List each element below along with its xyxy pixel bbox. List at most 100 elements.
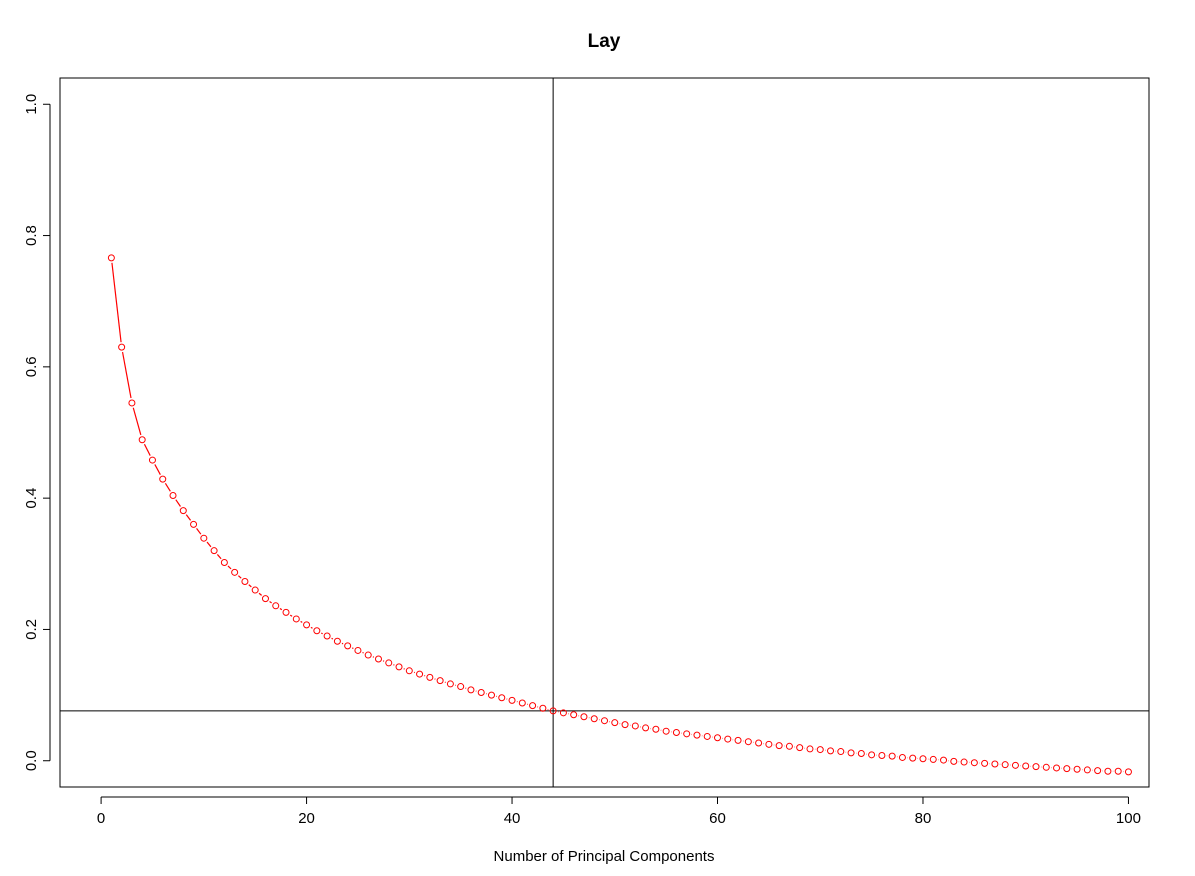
data-point: [662, 727, 670, 735]
series-line-segment: [341, 642, 344, 645]
data-point: [765, 740, 773, 748]
x-tick-label: 80: [915, 810, 932, 827]
series-line-segment: [143, 443, 151, 456]
data-point: [1104, 767, 1112, 775]
data-point: [631, 722, 639, 730]
data-point: [251, 586, 259, 594]
data-point: [529, 702, 537, 710]
y-tick-label: 0.0: [23, 750, 40, 771]
data-point: [796, 744, 804, 752]
data-point: [518, 699, 526, 707]
data-point: [128, 399, 136, 407]
y-tick-label: 0.6: [23, 356, 40, 377]
data-point: [231, 568, 239, 576]
data-point: [601, 717, 608, 725]
series-line-segment: [362, 651, 364, 654]
series-line-segment: [321, 632, 323, 635]
data-point: [1032, 763, 1040, 771]
series-line-segment: [310, 626, 313, 629]
series-line-segment: [279, 607, 283, 611]
data-point: [970, 759, 978, 767]
series-line-segment: [248, 584, 252, 588]
series-line-segment: [216, 554, 222, 560]
chart-title: Lay: [588, 31, 621, 52]
data-point: [385, 659, 393, 667]
data-point: [868, 751, 876, 759]
series-line-segment: [237, 575, 242, 579]
data-point: [1053, 764, 1061, 772]
data-point: [364, 651, 372, 659]
data-point: [292, 615, 300, 623]
y-tick-label: 0.8: [23, 225, 40, 246]
data-point: [416, 670, 424, 678]
data-point: [929, 755, 937, 763]
series-layer: [107, 254, 1132, 776]
data-point: [837, 748, 845, 756]
data-point: [477, 688, 485, 696]
y-tick-label: 0.2: [23, 619, 40, 640]
data-point: [272, 602, 280, 610]
series-line-segment: [300, 620, 303, 623]
data-point: [138, 436, 146, 444]
data-point: [878, 751, 886, 759]
data-point: [169, 492, 177, 500]
data-point: [354, 646, 362, 654]
series-line-segment: [121, 351, 132, 399]
data-point: [611, 719, 619, 727]
data-point: [179, 507, 187, 515]
series-line-segment: [175, 499, 181, 507]
data-point: [107, 254, 115, 262]
data-point: [724, 735, 732, 743]
series-line-segment: [289, 614, 293, 617]
data-point: [118, 343, 126, 351]
data-point: [950, 757, 958, 765]
data-point: [827, 747, 835, 755]
data-point: [714, 734, 722, 742]
data-point: [703, 732, 711, 740]
data-point: [1011, 761, 1019, 769]
data-point: [1001, 761, 1009, 769]
data-point: [313, 627, 321, 635]
y-tick-label: 1.0: [23, 94, 40, 115]
data-point: [467, 686, 475, 694]
y-axis: 0.0 0.2 0.4 0.6 0.8 1.0: [23, 94, 51, 771]
data-point: [539, 704, 547, 712]
series-line-segment: [196, 528, 202, 535]
data-point: [744, 738, 752, 746]
data-point: [960, 758, 968, 766]
data-point: [148, 456, 156, 464]
data-point: [487, 691, 495, 699]
data-point: [261, 595, 269, 603]
data-point: [785, 742, 793, 750]
data-point: [190, 520, 198, 528]
data-point: [323, 632, 331, 640]
data-point: [621, 721, 629, 729]
data-point: [981, 759, 989, 767]
data-point: [549, 707, 557, 715]
series-line-segment: [269, 600, 272, 604]
data-point: [672, 729, 680, 737]
data-point: [457, 683, 465, 691]
data-point: [436, 677, 444, 685]
data-point: [395, 663, 403, 671]
series-line-segment: [132, 407, 142, 436]
data-point: [816, 746, 824, 754]
data-point: [1042, 763, 1050, 771]
data-point: [344, 642, 352, 650]
data-point: [200, 534, 208, 542]
data-point: [1083, 766, 1091, 774]
x-tick-label: 40: [504, 810, 521, 827]
data-point: [1114, 767, 1122, 775]
data-point: [642, 724, 650, 732]
data-point: [220, 558, 228, 566]
series-line-segment: [258, 592, 263, 596]
data-point: [683, 730, 691, 738]
data-point: [991, 760, 999, 768]
data-point: [303, 621, 311, 629]
x-tick-label: 100: [1116, 810, 1141, 827]
reference-lines: [60, 78, 1149, 787]
data-point: [919, 755, 927, 763]
data-point: [1124, 768, 1132, 776]
data-point: [590, 715, 598, 723]
series-line-segment: [111, 262, 122, 343]
